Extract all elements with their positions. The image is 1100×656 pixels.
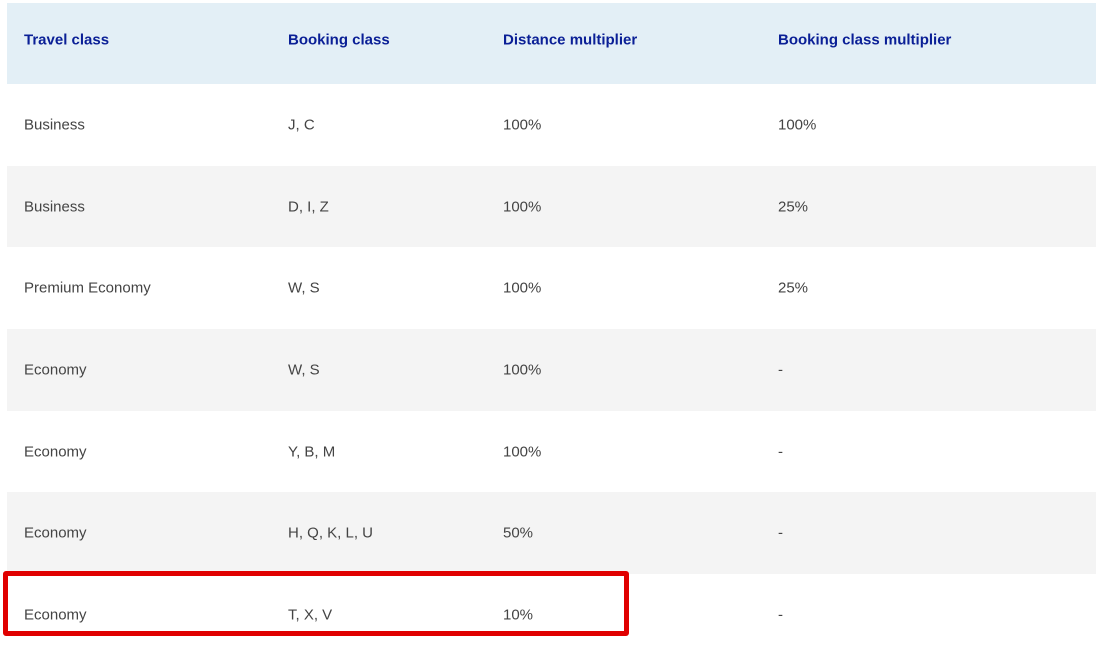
cell-booking-class: Y, B, M bbox=[288, 443, 336, 461]
cell-travel-class: Economy bbox=[24, 606, 87, 624]
header-booking-class: Booking class bbox=[288, 31, 390, 49]
cell-distance-multiplier: 100% bbox=[503, 116, 542, 134]
table-row: Economy H, Q, K, L, U 50% - bbox=[7, 492, 1096, 575]
cell-distance-multiplier: 50% bbox=[503, 524, 534, 542]
cell-booking-class: D, I, Z bbox=[288, 198, 329, 216]
table-row: Economy W, S 100% - bbox=[7, 329, 1096, 411]
cell-booking-class-multiplier: 25% bbox=[778, 198, 809, 216]
table-header: Travel class Booking class Distance mult… bbox=[7, 3, 1096, 84]
cell-distance-multiplier: 100% bbox=[503, 361, 542, 379]
header-travel-class: Travel class bbox=[24, 31, 110, 49]
highlight-box bbox=[3, 571, 629, 636]
cell-travel-class: Economy bbox=[24, 361, 87, 379]
header-distance-multiplier: Distance multiplier bbox=[503, 31, 638, 49]
cell-distance-multiplier: 100% bbox=[503, 443, 542, 461]
cell-distance-multiplier: 100% bbox=[503, 198, 542, 216]
cell-travel-class: Economy bbox=[24, 524, 87, 542]
table-row: Economy Y, B, M 100% - bbox=[7, 411, 1096, 493]
cell-travel-class: Premium Economy bbox=[24, 279, 151, 297]
cell-distance-multiplier: 100% bbox=[503, 279, 542, 297]
cell-booking-class: T, X, V bbox=[288, 606, 333, 624]
cell-travel-class: Economy bbox=[24, 443, 87, 461]
cell-distance-multiplier: 10% bbox=[503, 606, 534, 624]
table-row: Business D, I, Z 100% 25% bbox=[7, 165, 1096, 248]
cell-booking-class-multiplier: 100% bbox=[778, 116, 817, 134]
cell-booking-class-multiplier: - bbox=[778, 443, 783, 461]
cell-booking-class: H, Q, K, L, U bbox=[288, 524, 374, 542]
cell-booking-class: J, C bbox=[288, 116, 315, 134]
cell-travel-class: Business bbox=[24, 198, 85, 216]
cell-booking-class-multiplier: - bbox=[778, 606, 783, 624]
cell-booking-class-multiplier: 25% bbox=[778, 279, 809, 297]
cell-booking-class: W, S bbox=[288, 361, 320, 379]
cell-booking-class: W, S bbox=[288, 279, 320, 297]
booking-class-table: Travel class Booking class Distance mult… bbox=[7, 3, 1096, 656]
cell-booking-class-multiplier: - bbox=[778, 361, 783, 379]
cell-travel-class: Business bbox=[24, 116, 85, 134]
table-row: Business J, C 100% 100% bbox=[7, 84, 1096, 166]
table-row: Economy T, X, V 10% - bbox=[7, 574, 1096, 656]
header-booking-class-multiplier: Booking class multiplier bbox=[778, 31, 952, 49]
cell-booking-class-multiplier: - bbox=[778, 524, 783, 542]
table-row: Premium Economy W, S 100% 25% bbox=[7, 247, 1096, 329]
